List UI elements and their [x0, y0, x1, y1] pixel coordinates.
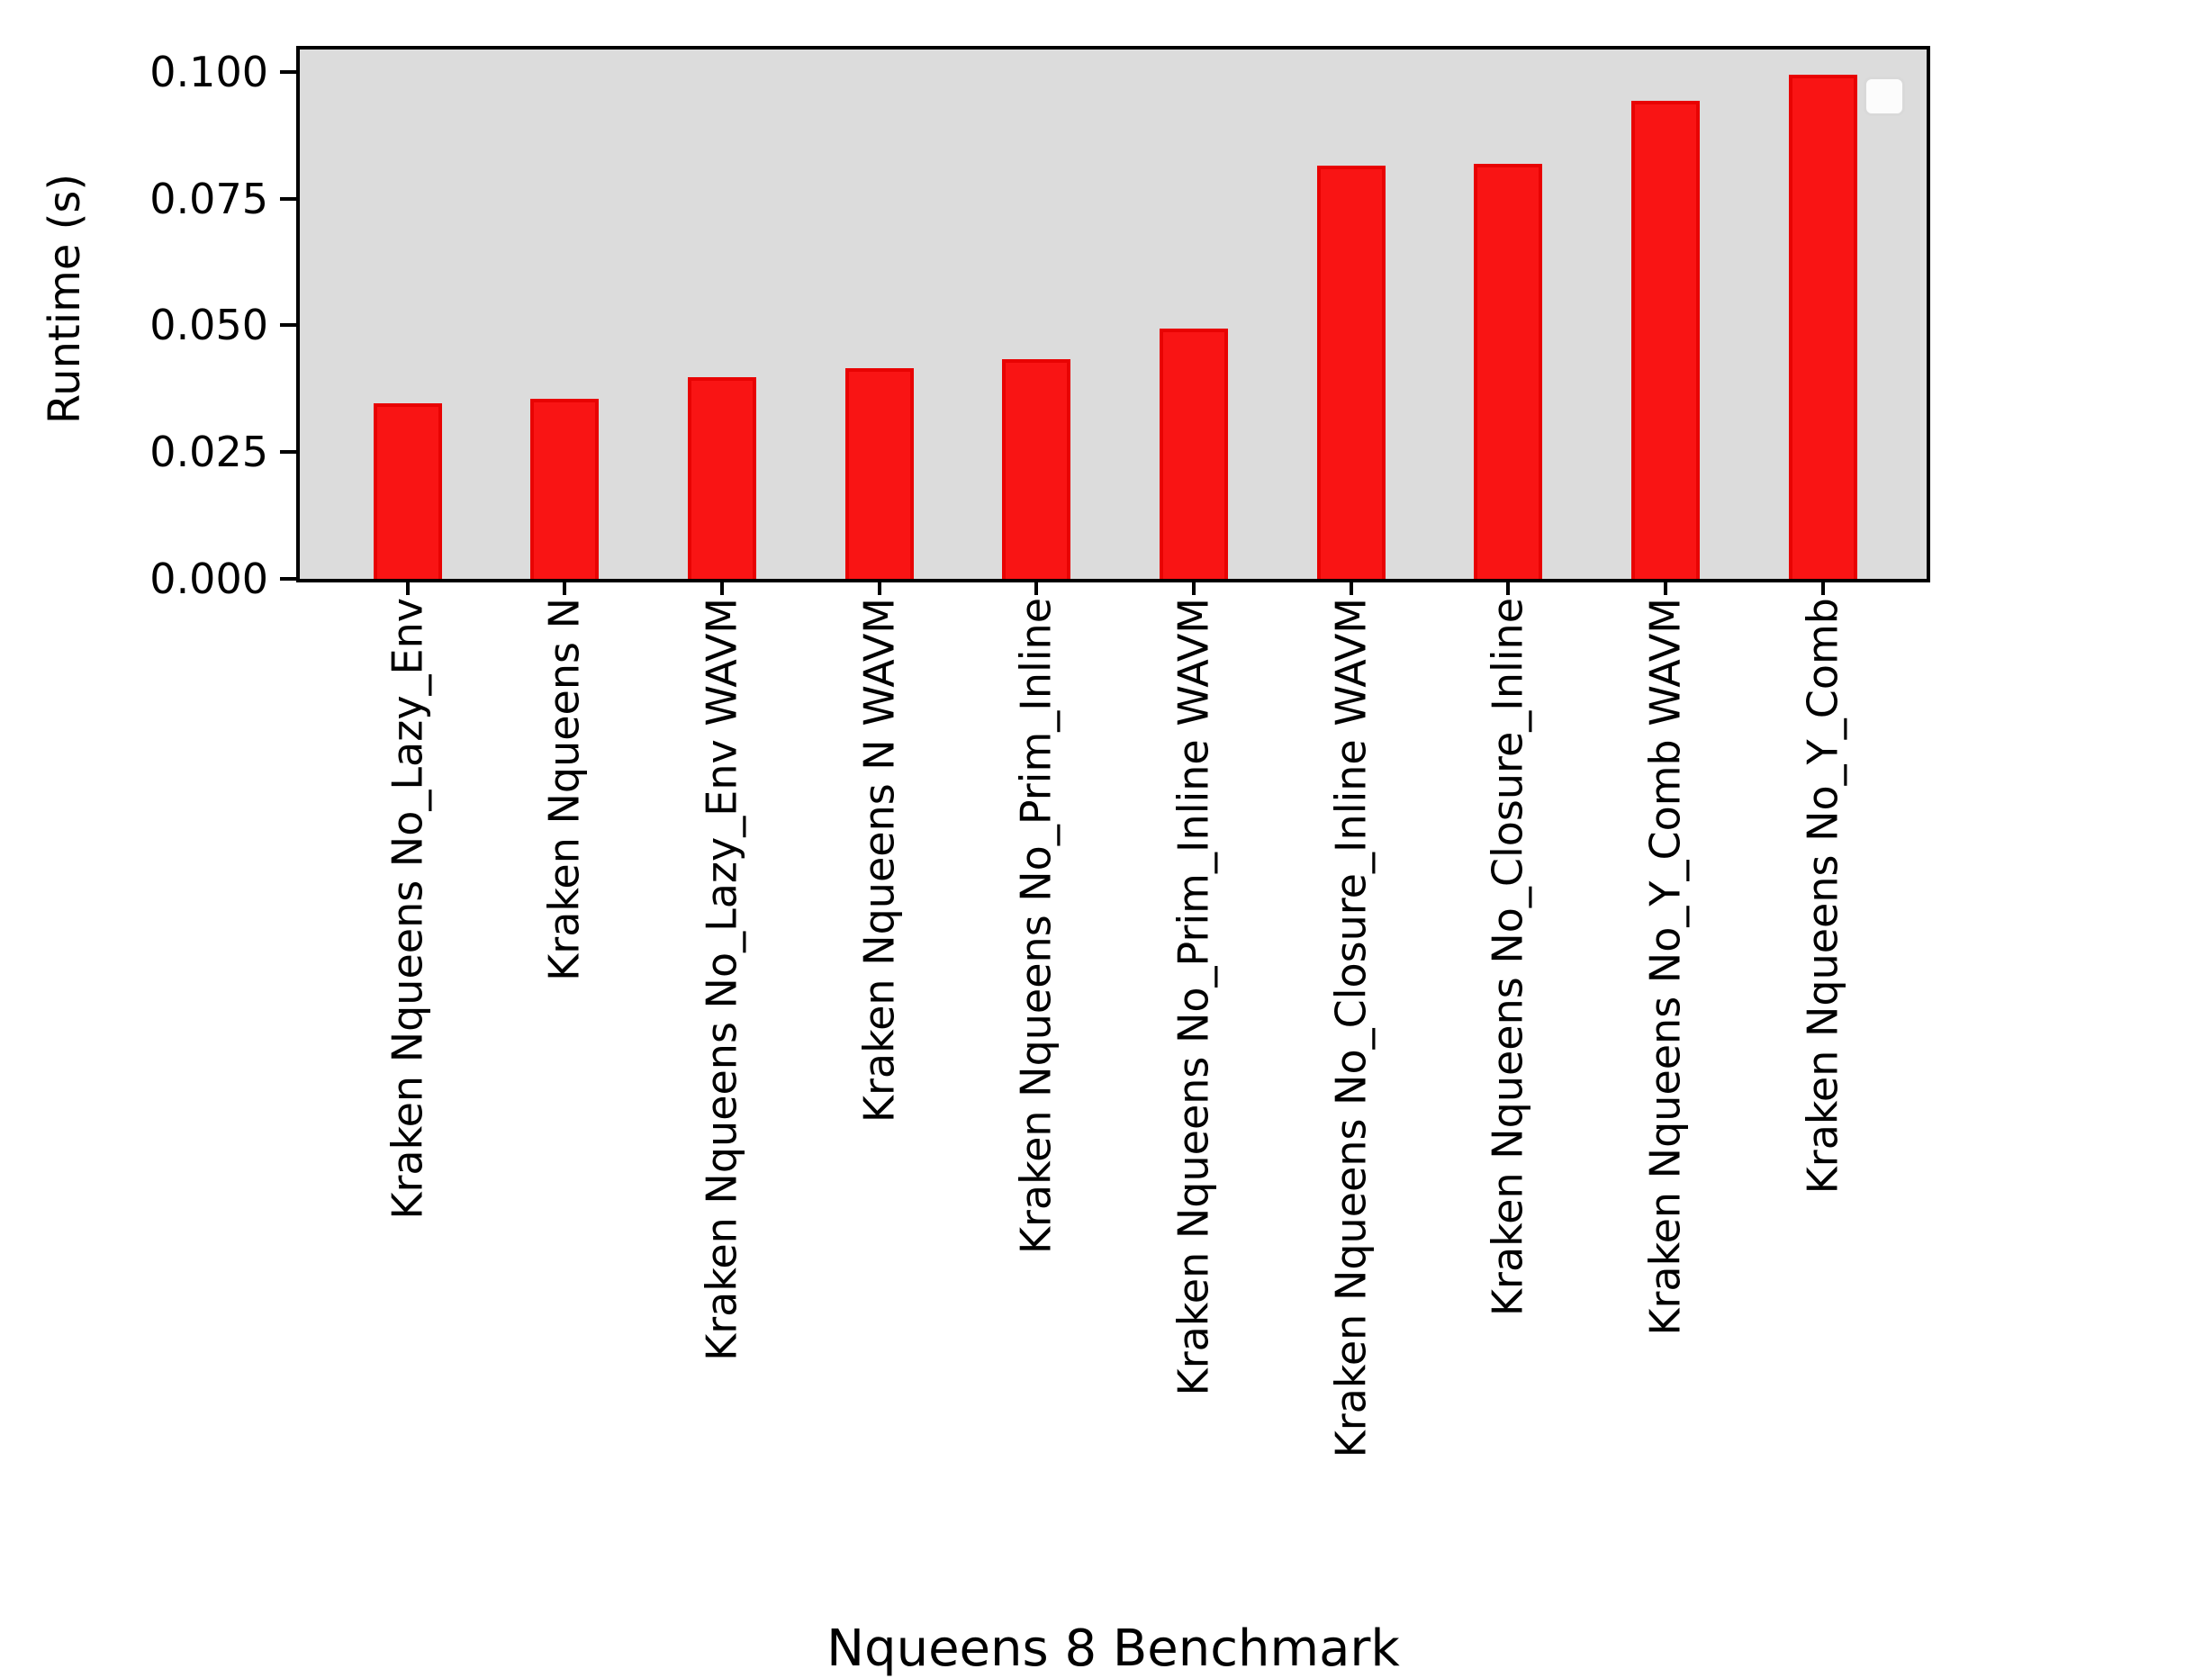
x-tick-mark — [1034, 579, 1038, 595]
bar-7 — [1317, 166, 1386, 579]
bar-1 — [374, 403, 442, 579]
bar-4 — [845, 368, 914, 579]
y-tick-label: 0.025 — [149, 428, 268, 476]
plot-area — [296, 46, 1930, 582]
bar-8 — [1474, 164, 1542, 579]
x-tick-label: Kraken Nqueens N WAVM — [854, 598, 904, 1123]
x-tick-mark — [720, 579, 724, 595]
x-tick-mark — [1821, 579, 1825, 595]
y-tick-label: 0.100 — [149, 48, 268, 96]
bar-9 — [1631, 101, 1700, 579]
x-tick-label: Kraken Nqueens No_Lazy_Env — [383, 598, 432, 1220]
bar-3 — [688, 377, 756, 579]
y-tick-label: 0.075 — [149, 175, 268, 223]
bar-5 — [1002, 359, 1070, 579]
x-tick-label: Kraken Nqueens N — [539, 598, 589, 981]
x-tick-label: Kraken Nqueens No_Closure_Inline — [1483, 598, 1532, 1317]
x-tick-label: Kraken Nqueens No_Y_Comb WAVM — [1640, 598, 1690, 1336]
x-tick-mark — [1664, 579, 1667, 595]
y-tick-mark — [280, 450, 296, 454]
y-tick-label: 0.000 — [149, 555, 268, 603]
legend-box — [1864, 77, 1905, 116]
x-tick-label: Kraken Nqueens No_Prim_Inline WAVM — [1169, 598, 1218, 1396]
x-tick-label: Kraken Nqueens No_Lazy_Env WAVM — [697, 598, 746, 1361]
bar-6 — [1160, 329, 1228, 579]
y-tick-mark — [280, 70, 296, 74]
y-tick-mark — [280, 323, 296, 327]
x-tick-mark — [1506, 579, 1510, 595]
x-tick-label: Kraken Nqueens No_Closure_Inline WAVM — [1326, 598, 1376, 1458]
x-tick-mark — [1350, 579, 1353, 595]
x-tick-label: Kraken Nqueens No_Y_Comb — [1798, 598, 1847, 1195]
y-tick-label: 0.050 — [149, 301, 268, 349]
x-axis-title: Nqueens 8 Benchmark — [826, 1619, 1400, 1678]
x-tick-mark — [1192, 579, 1196, 595]
bar-2 — [530, 399, 599, 579]
bar-10 — [1789, 75, 1857, 579]
y-tick-mark — [280, 197, 296, 201]
x-tick-mark — [563, 579, 566, 595]
x-tick-mark — [406, 579, 410, 595]
x-tick-label: Kraken Nqueens No_Prim_Inline — [1011, 598, 1061, 1255]
x-tick-mark — [878, 579, 881, 595]
y-axis-label: Runtime (s) — [40, 173, 90, 425]
y-tick-mark — [280, 577, 296, 581]
